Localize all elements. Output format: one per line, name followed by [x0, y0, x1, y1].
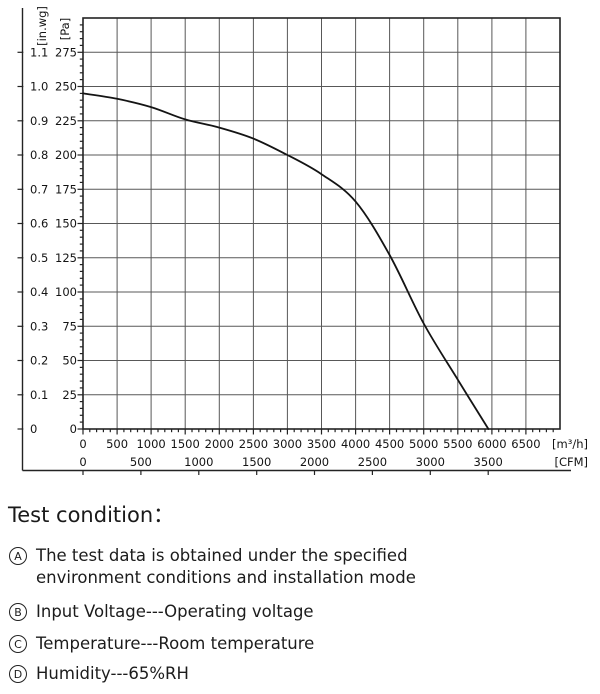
test-conditions-title: Test condition：: [8, 503, 175, 527]
svg-text:1.1: 1.1: [30, 45, 48, 59]
x-axis-cfm: 0 500 1000 1500 2000 2500 3000 3500 [CFM]: [22, 455, 588, 475]
svg-text:2500: 2500: [239, 437, 268, 451]
svg-text:1500: 1500: [171, 437, 200, 451]
svg-text:275: 275: [55, 45, 77, 59]
svg-text:5500: 5500: [443, 437, 472, 451]
svg-text:0.9: 0.9: [30, 114, 48, 128]
x-axis-m3h-ticks: [82, 429, 554, 435]
y-axis-inwg: 0 0.1 0.2 0.3 0.4 0.5 0.6 0.7 0.8 0.9 1.0 1.1: [17, 8, 48, 471]
y-axis-pa-ticks: [77, 24, 83, 430]
svg-text:2000: 2000: [205, 437, 234, 451]
test-condition-text-c: Temperature---Room temperature: [36, 634, 315, 653]
svg-text:250: 250: [55, 80, 77, 94]
x-unit-m3h-label: [m³/h]: [552, 437, 588, 451]
test-condition-item-b: B Input Voltage---Operating voltage: [9, 601, 314, 623]
test-condition-text-b: Input Voltage---Operating voltage: [36, 602, 314, 621]
svg-text:100: 100: [55, 285, 77, 299]
svg-text:0.8: 0.8: [30, 148, 48, 162]
svg-text:0.5: 0.5: [30, 251, 48, 265]
svg-text:0.1: 0.1: [30, 388, 48, 402]
test-condition-item-c: C Temperature---Room temperature: [9, 633, 314, 655]
svg-text:225: 225: [55, 114, 77, 128]
test-condition-text-a: The test data is obtained under the spec…: [36, 545, 416, 588]
x-axis-m3h-labels: 0 500 1000 1500 2000 2500 3000 3500 4000 4500 5000…: [79, 437, 588, 451]
circled-letter-c: C: [9, 635, 27, 653]
y-axis-pa-labels: 0 25 50 75 100 125 150 175 200 225 250 275: [55, 45, 77, 436]
svg-text:3500: 3500: [307, 437, 336, 451]
svg-text:175: 175: [55, 182, 77, 196]
plot-border: [82, 17, 561, 430]
svg-text:1.0: 1.0: [30, 80, 48, 94]
gridlines: [83, 18, 560, 429]
svg-text:4500: 4500: [375, 437, 404, 451]
svg-text:5000: 5000: [409, 437, 438, 451]
svg-text:200: 200: [55, 148, 77, 162]
svg-text:6500: 6500: [511, 437, 540, 451]
svg-text:1000: 1000: [136, 437, 165, 451]
fan-performance-chart: 0 25 50 75 100 125 150 175 200 225 250 275 0 0.1 0.2 0.…: [17, 6, 588, 475]
test-condition-text-d: Humidity---65%RH: [36, 664, 189, 683]
svg-text:0: 0: [70, 422, 77, 436]
svg-text:500: 500: [130, 455, 152, 469]
svg-text:2500: 2500: [358, 455, 387, 469]
svg-text:0.6: 0.6: [30, 217, 48, 231]
pressure-curve: [82, 92, 490, 430]
test-condition-item-d: D Humidity---65%RH: [9, 663, 189, 685]
svg-text:0: 0: [30, 422, 37, 436]
svg-text:1500: 1500: [242, 455, 271, 469]
test-condition-a-line1: The test data is obtained under the spec…: [36, 546, 408, 565]
svg-text:4000: 4000: [341, 437, 370, 451]
y-unit-pa-label: [Pa]: [58, 18, 72, 40]
test-condition-a-line2: environment conditions and installation …: [36, 567, 416, 587]
circled-letter-b: B: [9, 603, 27, 621]
x-unit-cfm-label: [CFM]: [554, 455, 588, 469]
y-unit-inwg-label: [in.wg]: [35, 6, 49, 46]
svg-text:2000: 2000: [300, 455, 329, 469]
svg-text:6000: 6000: [477, 437, 506, 451]
svg-text:3000: 3000: [416, 455, 445, 469]
svg-text:500: 500: [106, 437, 128, 451]
svg-text:25: 25: [62, 388, 77, 402]
svg-text:3500: 3500: [474, 455, 503, 469]
svg-text:0.7: 0.7: [30, 182, 48, 196]
test-condition-item-a: A The test data is obtained under the sp…: [9, 545, 416, 588]
svg-text:0.2: 0.2: [30, 354, 48, 368]
svg-text:3000: 3000: [273, 437, 302, 451]
svg-text:0: 0: [79, 437, 86, 451]
svg-text:125: 125: [55, 251, 77, 265]
svg-text:75: 75: [62, 319, 77, 333]
svg-text:1000: 1000: [184, 455, 213, 469]
circled-letter-d: D: [9, 665, 27, 683]
svg-text:0.4: 0.4: [30, 285, 48, 299]
svg-text:50: 50: [62, 354, 77, 368]
circled-letter-a: A: [9, 547, 27, 565]
svg-text:0: 0: [79, 455, 86, 469]
svg-text:150: 150: [55, 217, 77, 231]
svg-text:0.3: 0.3: [30, 319, 48, 333]
